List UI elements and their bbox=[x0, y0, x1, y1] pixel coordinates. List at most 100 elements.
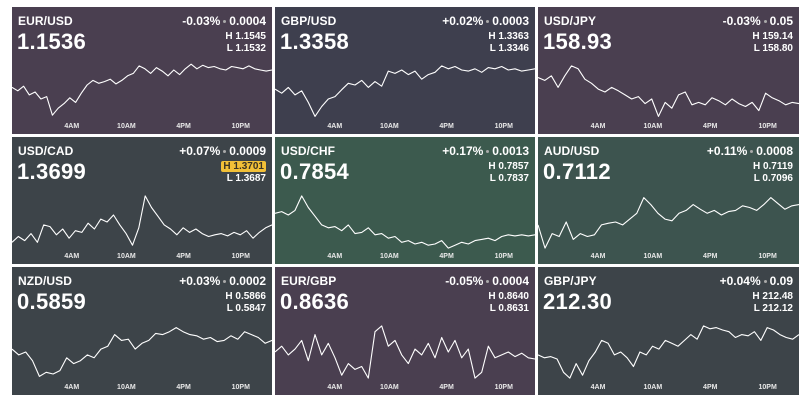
axis-label: 10AM bbox=[643, 384, 663, 391]
separator-dot-icon bbox=[223, 280, 227, 284]
low-value: L 158.80 bbox=[753, 43, 793, 54]
axis-label: 10AM bbox=[380, 384, 399, 391]
current-price: 1.3699 bbox=[17, 159, 87, 184]
currency-panel-usd-chf[interactable]: USD/CHF 0.7854 +0.17% 0.0013 H 0.7857 L 0… bbox=[275, 137, 535, 264]
axis-label: 4PM bbox=[176, 123, 191, 130]
high-low: H 0.5866 L 0.5847 bbox=[225, 291, 266, 315]
currency-panel-usd-jpy[interactable]: USD/JPY 158.93 -0.03% 0.05 H 159.14 L 158… bbox=[538, 7, 799, 134]
separator-dot-icon bbox=[486, 20, 490, 24]
axis-label: 4AM bbox=[64, 384, 80, 391]
change-summary: +0.11% 0.0008 bbox=[707, 144, 793, 158]
axis-label: 10AM bbox=[643, 253, 663, 260]
change-absolute: 0.0004 bbox=[229, 14, 266, 28]
currency-panel-aud-usd[interactable]: AUD/USD 0.7112 +0.11% 0.0008 H 0.7119 L 0… bbox=[538, 137, 799, 264]
change-percent: +0.07% bbox=[179, 144, 221, 158]
high-low: H 1.1545 L 1.1532 bbox=[225, 31, 266, 55]
pair-name: NZD/USD bbox=[18, 274, 73, 288]
axis-label: 10PM bbox=[494, 123, 513, 130]
change-percent: -0.03% bbox=[722, 14, 761, 28]
axis-label: 10AM bbox=[643, 123, 663, 130]
change-absolute: 0.0002 bbox=[229, 274, 266, 288]
high-value: H 1.3363 bbox=[488, 31, 529, 42]
change-absolute: 0.0008 bbox=[756, 144, 793, 158]
separator-dot-icon bbox=[223, 20, 227, 24]
axis-label: 4AM bbox=[64, 253, 80, 260]
price-line-chart bbox=[12, 63, 272, 116]
high-value: H 0.5866 bbox=[225, 291, 266, 302]
price-line-chart bbox=[275, 325, 535, 379]
axis-label: 4AM bbox=[327, 253, 343, 260]
currency-panel-gbp-jpy[interactable]: GBP/JPY 212.30 +0.04% 0.09 H 212.48 L 212… bbox=[538, 267, 799, 395]
pair-name: GBP/USD bbox=[281, 14, 337, 28]
current-price: 0.5859 bbox=[17, 289, 87, 314]
high-value: H 159.14 bbox=[752, 31, 793, 42]
price-line-chart bbox=[538, 65, 799, 117]
currency-panel-eur-gbp[interactable]: EUR/GBP 0.8636 -0.05% 0.0004 H 0.8640 L 0… bbox=[275, 267, 535, 395]
separator-dot-icon bbox=[486, 150, 490, 154]
high-low: H 0.7857 L 0.7837 bbox=[488, 161, 529, 185]
price-line-chart bbox=[12, 195, 272, 246]
currency-panel-usd-cad[interactable]: USD/CAD 1.3699 +0.07% 0.0009 H 1.3701 L 1… bbox=[12, 137, 272, 264]
pair-name: USD/JPY bbox=[544, 14, 597, 28]
change-summary: +0.07% 0.0009 bbox=[179, 144, 266, 158]
current-price: 1.3358 bbox=[280, 29, 350, 54]
low-value: L 0.5847 bbox=[226, 303, 266, 314]
low-value: L 0.7096 bbox=[753, 173, 793, 184]
pair-name: USD/CHF bbox=[281, 144, 336, 158]
price-line-chart bbox=[275, 65, 535, 117]
current-price: 1.1536 bbox=[17, 29, 87, 54]
separator-dot-icon bbox=[223, 150, 227, 154]
axis-label: 10PM bbox=[494, 384, 513, 391]
axis-label: 10PM bbox=[758, 253, 777, 260]
change-summary: +0.17% 0.0013 bbox=[442, 144, 529, 158]
current-price: 158.93 bbox=[543, 29, 613, 54]
change-absolute: 0.05 bbox=[769, 14, 793, 28]
change-summary: -0.05% 0.0004 bbox=[445, 274, 529, 288]
time-axis: 4AM 10AM 4PM 10PM bbox=[275, 384, 535, 394]
axis-label: 4AM bbox=[327, 384, 343, 391]
change-summary: +0.02% 0.0003 bbox=[442, 14, 529, 28]
separator-dot-icon bbox=[763, 280, 767, 284]
axis-label: 4PM bbox=[176, 253, 191, 260]
axis-label: 4AM bbox=[590, 123, 606, 130]
price-line-chart bbox=[538, 325, 799, 379]
time-axis: 4AM 10AM 4PM 10PM bbox=[12, 384, 272, 394]
change-percent: +0.04% bbox=[719, 274, 761, 288]
axis-label: 10AM bbox=[380, 123, 399, 130]
time-axis: 4AM 10AM 4PM 10PM bbox=[538, 123, 799, 133]
axis-label: 4AM bbox=[590, 253, 606, 260]
high-low: H 1.3363 L 1.3346 bbox=[488, 31, 529, 55]
currency-panel-gbp-usd[interactable]: GBP/USD 1.3358 +0.02% 0.0003 H 1.3363 L 1… bbox=[275, 7, 535, 134]
pair-name: EUR/USD bbox=[18, 14, 73, 28]
current-price: 212.30 bbox=[543, 289, 613, 314]
currency-panel-eur-usd[interactable]: EUR/USD 1.1536 -0.03% 0.0004 H 1.1545 L 1… bbox=[12, 7, 272, 134]
separator-dot-icon bbox=[486, 280, 490, 284]
time-axis: 4AM 10AM 4PM 10PM bbox=[538, 253, 799, 263]
axis-label: 4PM bbox=[439, 384, 454, 391]
change-percent: +0.03% bbox=[179, 274, 221, 288]
current-price: 0.8636 bbox=[280, 289, 350, 314]
axis-label: 4AM bbox=[327, 123, 343, 130]
time-axis: 4AM 10AM 4PM 10PM bbox=[12, 123, 272, 133]
time-axis: 4AM 10AM 4PM 10PM bbox=[12, 253, 272, 263]
high-low: H 159.14 L 158.80 bbox=[752, 31, 793, 55]
axis-label: 4PM bbox=[176, 384, 191, 391]
currency-panel-nzd-usd[interactable]: NZD/USD 0.5859 +0.03% 0.0002 H 0.5866 L 0… bbox=[12, 267, 272, 395]
change-absolute: 0.0013 bbox=[492, 144, 529, 158]
high-low: H 0.7119 L 0.7096 bbox=[753, 161, 793, 185]
separator-dot-icon bbox=[750, 150, 754, 154]
change-percent: +0.02% bbox=[442, 14, 484, 28]
change-percent: +0.17% bbox=[442, 144, 484, 158]
axis-label: 10PM bbox=[758, 123, 777, 130]
axis-label: 4PM bbox=[439, 253, 454, 260]
time-axis: 4AM 10AM 4PM 10PM bbox=[275, 123, 535, 133]
pair-name: EUR/GBP bbox=[281, 274, 337, 288]
low-value: L 0.7837 bbox=[489, 173, 529, 184]
separator-dot-icon bbox=[763, 20, 767, 24]
axis-label: 4AM bbox=[64, 123, 80, 130]
high-value: H 0.7119 bbox=[752, 161, 793, 172]
change-percent: -0.03% bbox=[182, 14, 221, 28]
axis-label: 10PM bbox=[231, 123, 250, 130]
axis-label: 10PM bbox=[494, 253, 513, 260]
price-line-chart bbox=[12, 327, 272, 377]
